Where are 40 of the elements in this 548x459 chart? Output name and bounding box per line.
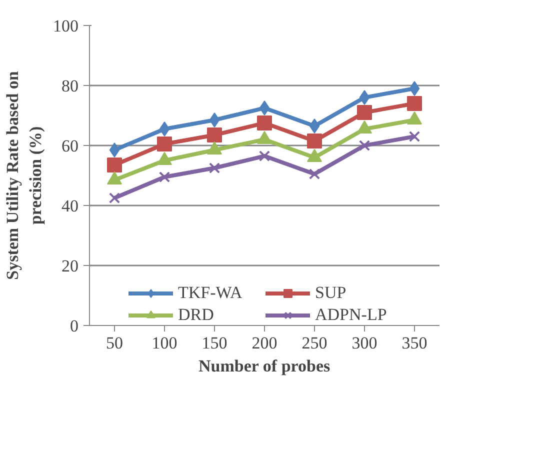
legend-label: TKF-WA	[178, 283, 244, 303]
y-tick-label: 20	[62, 256, 78, 276]
point	[259, 100, 270, 116]
point	[307, 134, 322, 148]
x-tick-label: 150	[202, 334, 228, 352]
point	[209, 112, 220, 128]
point	[159, 122, 170, 136]
y-tick-label: 100	[53, 16, 78, 36]
point	[157, 136, 172, 152]
y-axis-title: System Utility Rate based on precision (%)	[3, 70, 45, 280]
point	[257, 116, 272, 130]
legend-label: SUP	[315, 283, 348, 303]
point	[308, 168, 320, 180]
x-tick-label: 200	[252, 334, 278, 352]
x-tick-label: 300	[352, 334, 378, 352]
x-tick-label: 100	[152, 334, 178, 352]
y-tick-label: 0	[70, 316, 78, 336]
point	[359, 90, 370, 105]
legend-label: DRD	[178, 305, 215, 325]
y-tick-label: 80	[62, 76, 78, 96]
x-axis-title: Number of probes	[198, 356, 331, 376]
x-tick-label: 50	[106, 334, 123, 352]
point	[158, 171, 170, 183]
point	[207, 128, 222, 142]
point	[258, 150, 270, 162]
point	[309, 118, 320, 134]
point	[108, 192, 120, 204]
legend-label: ADPN-LP	[315, 305, 388, 325]
point	[208, 162, 220, 174]
point	[358, 140, 370, 152]
point	[109, 142, 120, 158]
point	[409, 81, 420, 96]
y-tick-label: 40	[62, 196, 78, 216]
x-tick-label: 350	[402, 334, 428, 352]
x-tick-label: 250	[302, 334, 328, 352]
point	[107, 158, 122, 172]
point	[357, 105, 372, 120]
y-tick-label: 60	[62, 136, 78, 156]
point	[408, 130, 420, 142]
point	[407, 96, 422, 111]
